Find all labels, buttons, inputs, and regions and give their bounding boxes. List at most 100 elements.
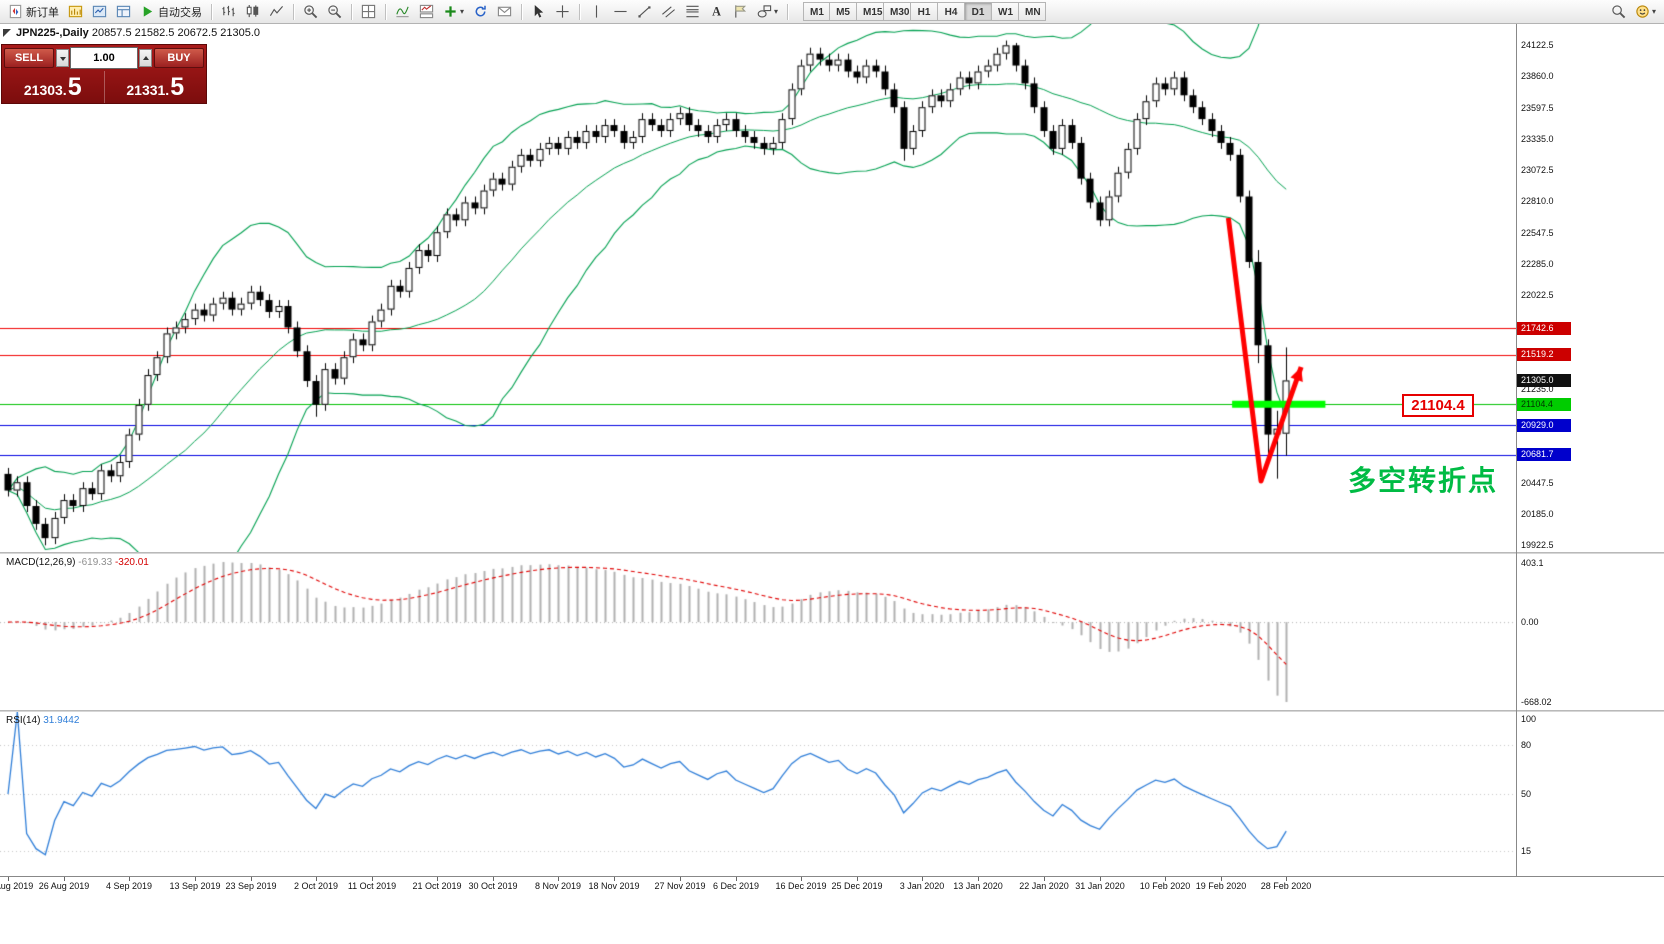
timeframe-mn-button[interactable]: MN — [1019, 2, 1047, 21]
macd-value: -619.33 — [78, 557, 113, 568]
buy-button[interactable]: BUY — [154, 48, 204, 68]
price-axis-label: 20185.0 — [1521, 508, 1554, 519]
price-axis-label: 23072.5 — [1521, 165, 1554, 175]
sell-price[interactable]: 21303. 5 — [2, 71, 105, 103]
macd-indicator-canvas[interactable] — [0, 554, 1516, 710]
date-tick — [1221, 877, 1222, 881]
toolbar-separator — [787, 3, 789, 20]
mail-icon — [497, 4, 512, 19]
svg-text:A: A — [712, 5, 721, 19]
chart-line-button[interactable] — [265, 1, 288, 22]
turning-point-text[interactable]: 多空转折点 — [1348, 465, 1499, 496]
price-axis-label: 23335.0 — [1521, 133, 1554, 144]
new-chart-button[interactable] — [64, 1, 87, 22]
price-axis-label: 23860.0 — [1521, 71, 1554, 82]
autotrading-icon — [140, 4, 155, 19]
date-axis-label: 25 Dec 2019 — [831, 881, 883, 891]
timeframe-h1-button[interactable]: H1 — [911, 2, 939, 21]
rsi-value: 31.9442 — [43, 715, 80, 726]
cycle-icon — [473, 4, 488, 19]
price-annotation-box[interactable]: 21104.4 — [1402, 394, 1474, 417]
channel-button[interactable] — [657, 1, 680, 22]
timeframe-m30-button[interactable]: M30 — [884, 2, 912, 21]
timeframe-group: M1 M5 M15 M30 H1 H4 D1 W1 MN — [803, 2, 1047, 21]
timeframe-w1-button[interactable]: W1 — [992, 2, 1020, 21]
tile-icon — [361, 4, 376, 19]
date-tick — [437, 877, 438, 881]
date-tick — [316, 877, 317, 881]
main-chart-canvas[interactable] — [0, 24, 1516, 552]
crosshair-button[interactable] — [551, 1, 574, 22]
cycle-button[interactable] — [469, 1, 492, 22]
date-axis-label: 26 Aug 2019 — [38, 881, 90, 891]
zoom-in-button[interactable] — [299, 1, 322, 22]
date-axis-label: 4 Sep 2019 — [105, 881, 153, 891]
date-tick — [1286, 877, 1287, 881]
price-axis-border — [1516, 24, 1517, 876]
shapes-button[interactable]: ▾ — [753, 1, 782, 22]
indicators-icon — [395, 4, 410, 19]
cursor-button[interactable] — [527, 1, 550, 22]
mail-button[interactable] — [493, 1, 516, 22]
find-symbol-button[interactable] — [1607, 1, 1630, 22]
toolbar-separator — [579, 3, 581, 20]
price-axis-label: 22547.5 — [1521, 227, 1554, 238]
date-axis-label: 18 Nov 2019 — [588, 881, 640, 891]
timeframe-d1-button[interactable]: D1 — [965, 2, 993, 21]
rsi-indicator-canvas[interactable] — [0, 712, 1516, 876]
cursor-icon — [531, 4, 546, 19]
chart-candles-button[interactable] — [241, 1, 264, 22]
vertical-line-button[interactable] — [585, 1, 608, 22]
chart-bars-button[interactable] — [217, 1, 240, 22]
price-axis-tag: 21742.6 — [1517, 321, 1571, 335]
indicator-window-button[interactable] — [415, 1, 438, 22]
price-axis-tag: 21519.2 — [1517, 348, 1571, 362]
macd-signal-value: -320.01 — [114, 557, 149, 568]
date-axis-label: 10 Feb 2020 — [1139, 881, 1191, 891]
trendline-button[interactable] — [633, 1, 656, 22]
timeframe-m5-button[interactable]: M5 — [830, 2, 858, 21]
date-tick — [1165, 877, 1166, 881]
one-click-collapse-icon[interactable] — [3, 29, 11, 37]
options-button[interactable]: ▾ — [1631, 1, 1660, 22]
profiles-button[interactable] — [88, 1, 111, 22]
sell-button[interactable]: SELL — [4, 48, 54, 68]
price-axis-label: 22810.0 — [1521, 196, 1554, 207]
timeframe-h4-button[interactable]: H4 — [938, 2, 966, 21]
ohlc-readout: 20857.5 21582.5 20672.5 21305.0 — [91, 27, 261, 39]
zoom-out-button[interactable] — [323, 1, 346, 22]
hline-icon — [613, 4, 628, 19]
toolbar-right-groups: ▾ — [1607, 1, 1660, 22]
macd-axis-zero: 0.00 — [1521, 617, 1539, 628]
label-tool-icon — [733, 4, 748, 19]
date-axis-label: 11 Oct 2019 — [347, 881, 397, 891]
panel-separator[interactable] — [0, 710, 1664, 712]
text-button[interactable]: A — [705, 1, 728, 22]
volume-increase-button[interactable] — [139, 49, 152, 67]
date-tick — [558, 877, 559, 881]
date-axis-label: 28 Feb 2020 — [1260, 881, 1312, 891]
fibonacci-button[interactable] — [681, 1, 704, 22]
date-axis-label: 3 Jan 2020 — [899, 881, 945, 891]
volume-decrease-button[interactable] — [56, 49, 69, 67]
timeframe-m1-button[interactable]: M1 — [803, 2, 831, 21]
market-watch-button[interactable] — [112, 1, 135, 22]
indicators-button[interactable] — [391, 1, 414, 22]
horizontal-line-button[interactable] — [609, 1, 632, 22]
date-tick — [195, 877, 196, 881]
autotrading-button[interactable]: 自动交易 — [136, 1, 206, 22]
rsi-axis-level: 80 — [1521, 739, 1532, 750]
tile-windows-button[interactable] — [357, 1, 380, 22]
macd-title: MACD(12,26,9) -619.33 -320.01 — [6, 557, 149, 568]
volume-input[interactable] — [70, 47, 138, 69]
new-order-button[interactable]: 新订单 — [4, 1, 63, 22]
label-button[interactable] — [729, 1, 752, 22]
symbol-period-label: JPN225-,Daily — [16, 27, 89, 39]
panel-separator[interactable] — [0, 552, 1664, 554]
date-axis-label: 13 Jan 2020 — [953, 881, 1003, 891]
timeframe-m15-button[interactable]: M15 — [857, 2, 885, 21]
add-indicator-button[interactable]: ▾ — [439, 1, 468, 22]
buy-price[interactable]: 21331. 5 — [126, 73, 185, 101]
price-axis-label: 24122.5 — [1521, 40, 1554, 50]
dropdown-arrow-icon: ▾ — [460, 7, 465, 16]
